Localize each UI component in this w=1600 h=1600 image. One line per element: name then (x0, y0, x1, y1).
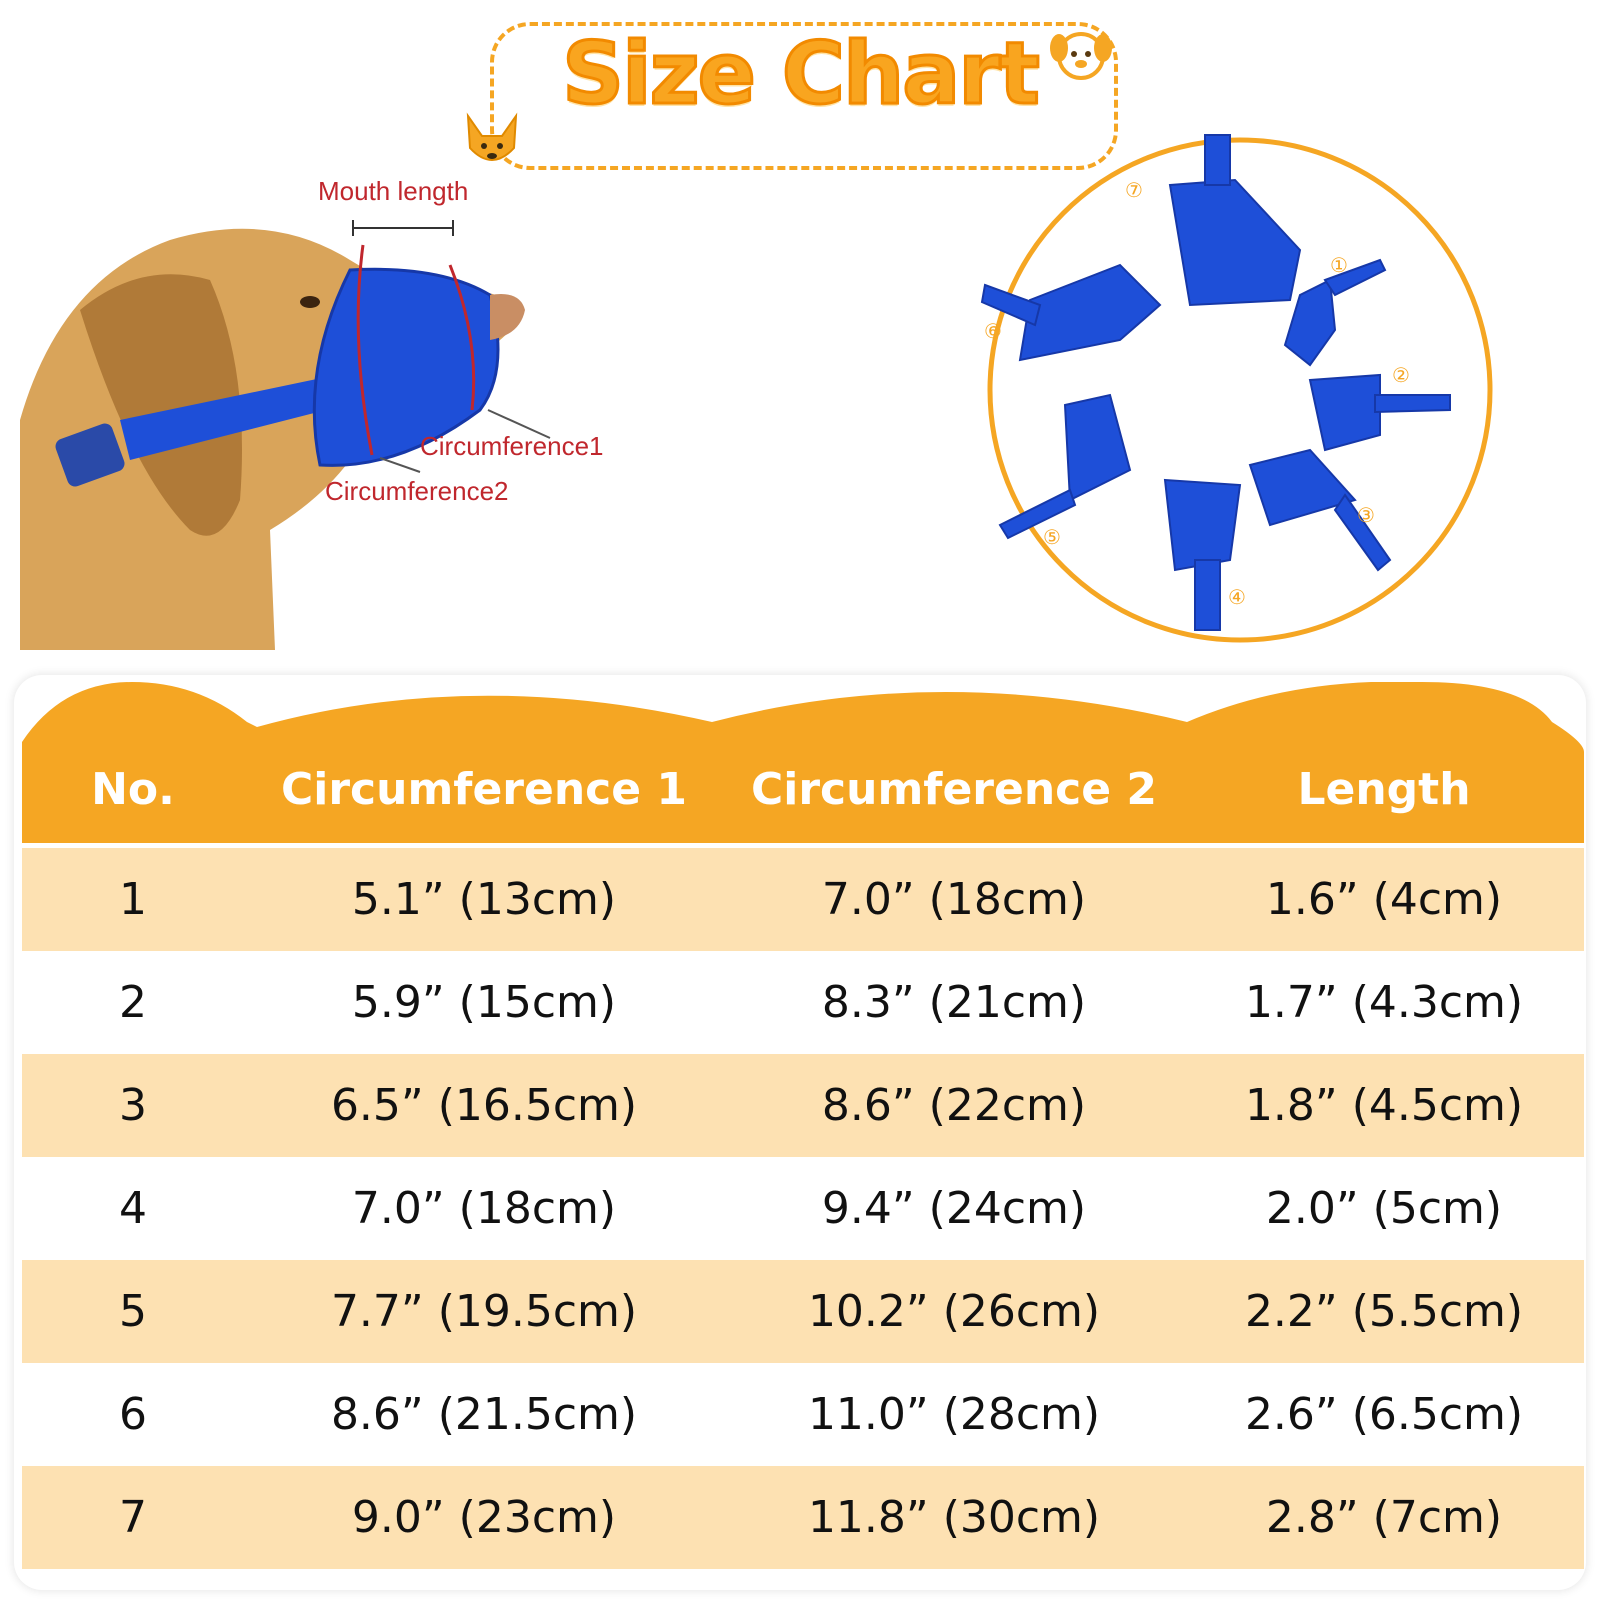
cell-length: 2.8” (7cm) (1184, 1466, 1584, 1569)
cell-no: 2 (22, 951, 244, 1054)
dog-nose (490, 294, 525, 340)
strap-buckle (55, 423, 125, 487)
table-row: 5 7.7” (19.5cm) 10.2” (26cm) 2.2” (5.5cm… (22, 1260, 1584, 1363)
puppy-face-icon (1050, 32, 1112, 80)
muzzle-size-2 (1308, 373, 1381, 452)
table-row: 2 5.9” (15cm) 8.3” (21cm) 1.7” (4.3cm) (22, 951, 1584, 1054)
cell-circumference-2: 11.8” (30cm) (724, 1466, 1184, 1569)
muzzle-number-1: ① (1330, 255, 1348, 277)
cell-circumference-2: 11.0” (28cm) (724, 1363, 1184, 1466)
muzzle-number-2: ② (1392, 365, 1410, 387)
strap-6 (980, 283, 1042, 327)
cell-circumference-1: 7.0” (18cm) (244, 1157, 724, 1260)
dog-face-icon (466, 112, 518, 161)
cell-length: 2.0” (5cm) (1184, 1157, 1584, 1260)
dog-eye (300, 296, 320, 308)
page-title: Size Chart (561, 23, 1042, 126)
muzzle (312, 267, 500, 467)
cell-circumference-2: 8.6” (22cm) (724, 1054, 1184, 1157)
table-row: 3 6.5” (16.5cm) 8.6” (22cm) 1.8” (4.5cm) (22, 1054, 1584, 1157)
dog-muzzle-diagram: Mouth length Circumference1 Circumferenc… (20, 176, 604, 650)
strap-7 (1204, 134, 1231, 186)
muzzle-size-6 (1018, 263, 1162, 362)
neck-strap (120, 370, 365, 460)
cell-no: 7 (22, 1466, 244, 1569)
muzzle-number-6: ⑥ (984, 321, 1002, 343)
table-row: 6 8.6” (21.5cm) 11.0” (28cm) 2.6” (6.5cm… (22, 1363, 1584, 1466)
col-header-circumference-1: Circumference 1 (280, 763, 688, 815)
muzzle-size-3 (1248, 448, 1357, 527)
cell-circumference-2: 7.0” (18cm) (724, 848, 1184, 951)
dog-ear (80, 274, 242, 536)
mouth-length-label: Mouth length (318, 176, 468, 206)
cell-circumference-1: 6.5” (16.5cm) (244, 1054, 724, 1157)
col-header-no: No. (91, 763, 175, 815)
cell-no: 4 (22, 1157, 244, 1260)
muzzle-number-4: ④ (1228, 587, 1246, 609)
muzzle-number-3: ③ (1357, 505, 1375, 527)
cell-no: 6 (22, 1363, 244, 1466)
table-row: 1 5.1” (13cm) 7.0” (18cm) 1.6” (4cm) (22, 848, 1584, 951)
circumference1-label: Circumference1 (420, 431, 604, 461)
strap-5 (998, 488, 1077, 540)
strap-2 (1374, 394, 1451, 414)
muzzle-size-5 (1063, 393, 1132, 502)
circumference2-label: Circumference2 (325, 476, 509, 506)
cell-no: 5 (22, 1260, 244, 1363)
table-header-wave (22, 682, 1584, 852)
cell-no: 1 (22, 848, 244, 951)
cell-circumference-1: 9.0” (23cm) (244, 1466, 724, 1569)
table-row: 7 9.0” (23cm) 11.8” (30cm) 2.8” (7cm) (22, 1466, 1584, 1569)
cell-circumference-2: 8.3” (21cm) (724, 951, 1184, 1054)
cell-length: 1.7” (4.3cm) (1184, 951, 1584, 1054)
cell-length: 1.8” (4.5cm) (1184, 1054, 1584, 1157)
cell-no: 3 (22, 1054, 244, 1157)
cell-circumference-1: 5.9” (15cm) (244, 951, 724, 1054)
cell-length: 1.6” (4cm) (1184, 848, 1584, 951)
col-header-circumference-2: Circumference 2 (750, 763, 1158, 815)
muzzle-size-1 (1283, 278, 1337, 367)
circumference1-arrow (448, 264, 476, 411)
size-table: No. Circumference 1 Circumference 2 Leng… (22, 735, 1584, 1569)
cell-circumference-1: 7.7” (19.5cm) (244, 1260, 724, 1363)
cell-circumference-2: 9.4” (24cm) (724, 1157, 1184, 1260)
cell-circumference-1: 5.1” (13cm) (244, 848, 724, 951)
col-header-length: Length (1297, 763, 1471, 815)
strap-3 (1333, 493, 1392, 572)
strap-4 (1194, 559, 1221, 631)
muzzle-number-5: ⑤ (1043, 527, 1061, 549)
strap-1 (1323, 258, 1387, 297)
muzzle-number-7: ⑦ (1125, 180, 1143, 202)
cell-length: 2.2” (5.5cm) (1184, 1260, 1584, 1363)
cell-length: 2.6” (6.5cm) (1184, 1363, 1584, 1466)
title-frame (490, 22, 1118, 170)
table-header-row: No. Circumference 1 Circumference 2 Leng… (22, 735, 1584, 843)
cell-circumference-2: 10.2” (26cm) (724, 1260, 1184, 1363)
muzzle-sizes-circle: ⑦ ① ② ③ ④ ⑤ ⑥ (980, 134, 1493, 643)
table-row: 4 7.0” (18cm) 9.4” (24cm) 2.0” (5cm) (22, 1157, 1584, 1260)
muzzle-size-4 (1163, 478, 1242, 572)
circumference2-arrow (356, 244, 374, 456)
cell-circumference-1: 8.6” (21.5cm) (244, 1363, 724, 1466)
